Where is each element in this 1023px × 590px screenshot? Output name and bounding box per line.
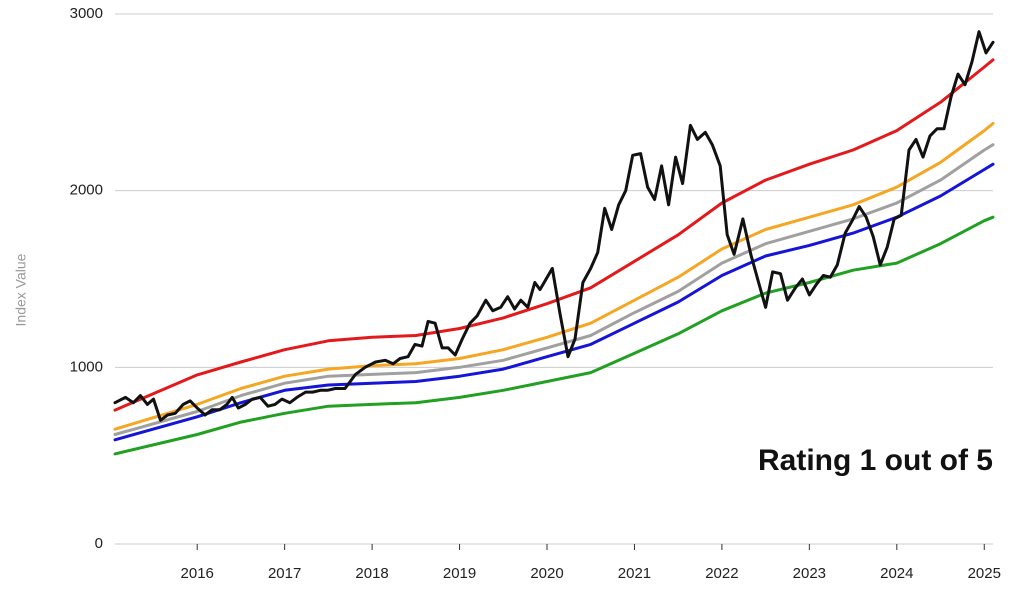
series-line xyxy=(113,122,995,431)
y-tick-label: 0 xyxy=(95,535,103,552)
y-axis-label: Index Value xyxy=(13,253,29,326)
x-tick-label: 2022 xyxy=(705,565,738,582)
grid xyxy=(115,13,993,545)
annotation: Rating 1 out of 5 xyxy=(758,444,993,477)
x-tick-label: 2016 xyxy=(181,565,214,582)
x-tick-label: 2017 xyxy=(268,565,301,582)
x-tick-label: 2020 xyxy=(530,565,563,582)
x-tick-label: 2021 xyxy=(618,565,651,582)
x-tick-label: 2019 xyxy=(443,565,476,582)
x-tick-label: 2018 xyxy=(355,565,388,582)
y-tick-label: 2000 xyxy=(70,182,103,199)
y-tick-label: 1000 xyxy=(70,358,103,375)
series-line xyxy=(113,143,995,436)
x-tick-label: 2025 xyxy=(968,565,1001,582)
series-line xyxy=(113,162,995,442)
series-line xyxy=(113,30,995,422)
x-tick-label: 2024 xyxy=(880,565,913,582)
series-line xyxy=(113,215,995,456)
series-line xyxy=(113,58,995,412)
y-tick-label: 3000 xyxy=(70,5,103,22)
x-tick-label: 2023 xyxy=(793,565,826,582)
